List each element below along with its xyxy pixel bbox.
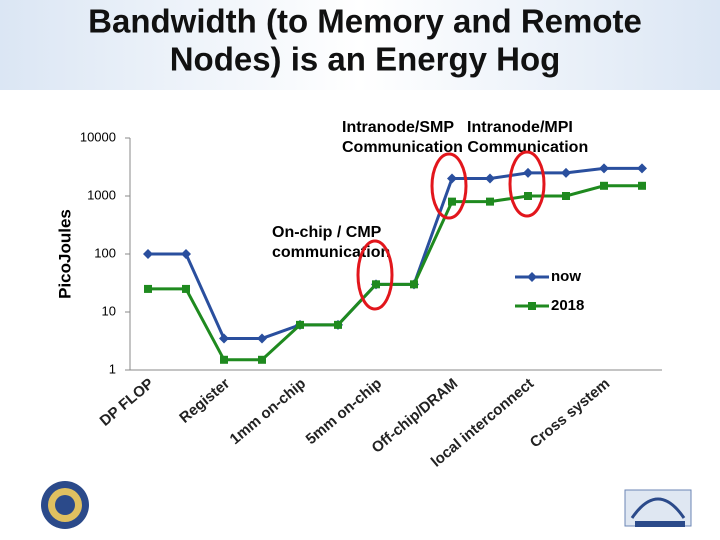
point — [143, 249, 153, 259]
annotation: Intranode/SMP Intranode/MPI — [342, 119, 573, 136]
x-tick-label: Cross system — [527, 375, 613, 451]
point — [410, 280, 418, 289]
y-tick-label: 10000 — [80, 129, 116, 144]
logo-right — [624, 489, 692, 527]
legend-marker — [527, 272, 537, 282]
x-tick-label: Register — [176, 375, 233, 427]
point — [448, 197, 456, 206]
header-band — [0, 0, 720, 90]
point — [523, 167, 533, 178]
point — [600, 181, 608, 190]
annotation: Communication Communication — [342, 139, 588, 156]
point — [144, 284, 152, 293]
point — [599, 163, 609, 174]
y-tick-label: 1 — [109, 361, 116, 376]
y-tick-label: 10 — [102, 303, 116, 318]
point — [258, 355, 266, 364]
point — [485, 173, 495, 184]
highlight-ring — [356, 239, 394, 311]
point — [257, 333, 267, 344]
point — [296, 320, 304, 329]
logo-left — [41, 481, 89, 529]
annotation: On-chip / CMP — [272, 224, 382, 241]
point — [561, 167, 571, 178]
point — [638, 181, 646, 190]
y-axis-label: PicoJoules — [55, 209, 74, 299]
point — [486, 197, 494, 206]
highlight-ring — [430, 152, 468, 220]
highlight-ring — [508, 150, 546, 218]
point — [182, 284, 190, 293]
title-line: Bandwidth (to Memory and Remote — [88, 3, 642, 40]
legend-marker — [528, 302, 536, 310]
point — [372, 280, 380, 289]
point — [219, 333, 229, 344]
point — [334, 320, 342, 329]
series-line — [148, 184, 642, 362]
y-tick-label: 1000 — [87, 187, 116, 202]
point — [637, 163, 647, 174]
y-tick-label: 100 — [94, 245, 116, 260]
annotation: communication — [272, 244, 390, 261]
point — [447, 173, 457, 184]
title-line: Nodes) is an Energy Hog — [170, 41, 561, 78]
point — [562, 192, 570, 200]
legend-label: now — [551, 268, 581, 285]
point — [524, 192, 532, 200]
x-tick-label: 1mm on-chip — [227, 375, 309, 448]
x-tick-label: DP FLOP — [97, 375, 158, 430]
legend-label: 2018 — [551, 297, 584, 314]
x-tick-label: 5mm on-chip — [303, 375, 385, 448]
point — [181, 249, 191, 259]
point — [220, 355, 228, 364]
